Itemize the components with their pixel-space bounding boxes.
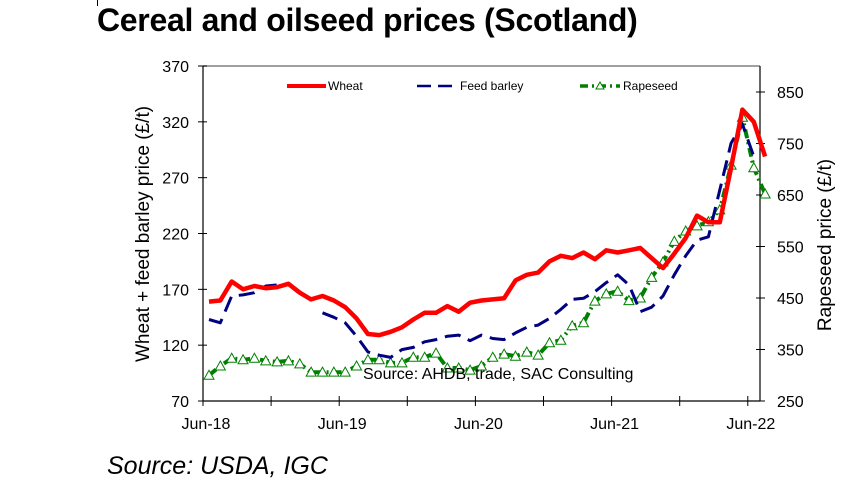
y-tick-label: 70 (171, 394, 189, 411)
y-tick-label: 320 (162, 115, 189, 132)
y2-tick-label: 450 (777, 291, 804, 308)
rapeseed-point (418, 351, 431, 362)
rapeseed-point (645, 271, 658, 282)
x-tick-label: Jun-18 (182, 416, 231, 433)
legend: Wheat Feed barley Rapeseed (287, 79, 678, 93)
rapeseed-point (452, 362, 465, 373)
rapeseed-point (237, 353, 249, 365)
rapeseed-point (759, 187, 771, 199)
rapeseed-point (464, 364, 476, 375)
x-tick-label: Jun-19 (318, 416, 367, 433)
rapeseed-point (520, 346, 533, 357)
data-source-annotation: Source: AHDB, trade, SAC Consulting (363, 366, 633, 383)
legend-barley-label: Feed barley (460, 79, 523, 93)
rapeseed-point (634, 291, 647, 303)
y2-tick-label: 750 (777, 137, 804, 154)
rapeseed-point (350, 359, 363, 371)
y2-axis-title: Rapeseed price (£/t) (815, 159, 836, 331)
legend-rapeseed-label: Rapeseed (623, 79, 678, 93)
y2-tick-label: 650 (777, 188, 804, 205)
y-axis-title: Wheat + feed barley price (£/t) (133, 106, 154, 362)
rapeseed-point (555, 334, 567, 345)
x-tick-label: Jun-21 (590, 416, 639, 433)
rapeseed-point (339, 366, 352, 377)
rapeseed-point (441, 362, 454, 373)
y-tick-label: 370 (162, 59, 189, 76)
y2-tick-label: 550 (777, 240, 804, 257)
rapeseed-point (271, 355, 283, 367)
rapeseed-point (396, 356, 408, 368)
y-tick-label: 170 (162, 282, 189, 299)
legend-wheat-label: Wheat (328, 79, 363, 93)
rapeseed-point (509, 350, 522, 361)
rapeseed-point (486, 351, 499, 362)
rapeseed-point (248, 352, 261, 363)
y2-tick-label: 850 (777, 85, 804, 102)
rapeseed-point (475, 359, 488, 371)
rapeseed-point (430, 347, 442, 358)
y-tick-label: 270 (162, 171, 189, 188)
corner-mark (97, 0, 98, 6)
rapeseed-point (589, 295, 601, 306)
rapeseed-point (305, 366, 317, 377)
y2-tick-label: 250 (777, 394, 804, 411)
axes: 70 120 170 220 270 320 370 250 350 450 550 650 750 85… (162, 59, 804, 433)
rapeseed-point (384, 356, 397, 368)
y-tick-label: 120 (162, 338, 189, 355)
y2-tick-label: 350 (777, 343, 804, 360)
rapeseed-point (577, 316, 590, 328)
rapeseed-point (623, 294, 635, 306)
rapeseed-point (373, 353, 386, 365)
rapeseed-point (328, 366, 340, 377)
y-tick-label: 220 (162, 227, 189, 244)
rapeseed-point (668, 235, 681, 246)
legend-rapeseed-marker (595, 80, 605, 90)
rapeseed-point (282, 354, 295, 366)
rapeseed-point (611, 285, 624, 296)
rapeseed-point (407, 351, 420, 362)
series-line-wheat (208, 107, 768, 338)
chart-title: Cereal and oilseed prices (Scotland) (97, 2, 638, 38)
rapeseed-point (600, 287, 613, 299)
rapeseed-point (203, 369, 215, 380)
rapeseed-point (566, 319, 579, 331)
footer-source: Source: USDA, IGC (107, 452, 328, 480)
x-tick-label: Jun-22 (726, 416, 775, 433)
rapeseed-point (214, 359, 227, 371)
rapeseed-point (543, 336, 556, 348)
rapeseed-point (316, 366, 329, 377)
rapeseed-point (498, 348, 510, 359)
x-tick-label: Jun-20 (454, 416, 503, 433)
rapeseed-point (225, 352, 238, 363)
rapeseed-point (532, 349, 544, 360)
rapeseed-point (747, 161, 760, 173)
rapeseed-point (362, 353, 374, 365)
rapeseed-point (259, 354, 272, 366)
rapeseed-point (293, 357, 306, 369)
series-layer (203, 107, 771, 380)
